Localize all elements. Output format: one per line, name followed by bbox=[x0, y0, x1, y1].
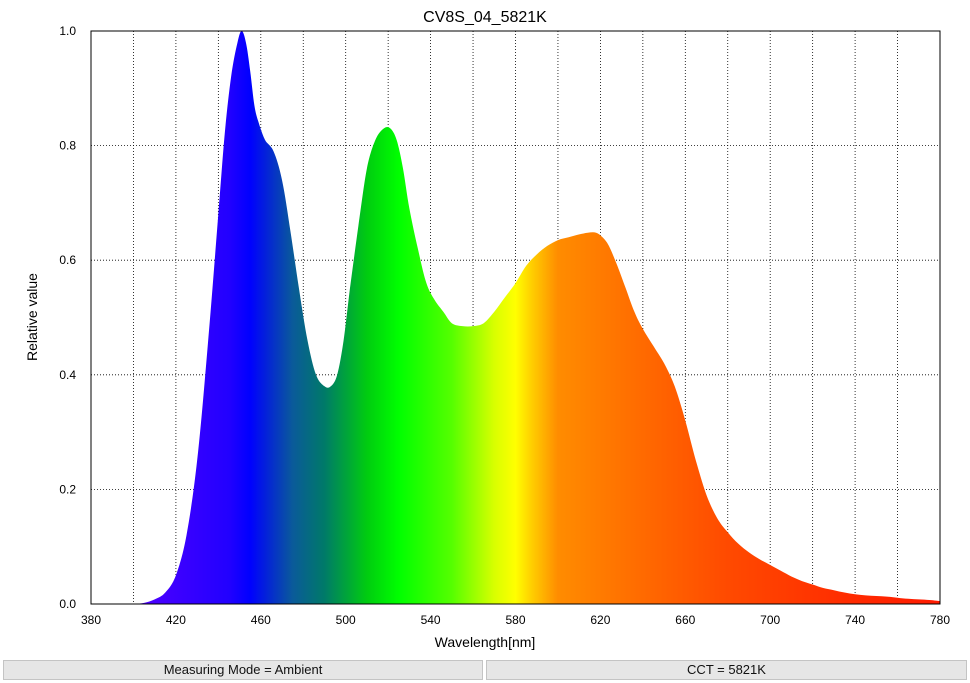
x-tick-label: 500 bbox=[336, 613, 356, 627]
spectrum-chart: CV8S_04_5821K 380 420 460 500 540 580 620 660 70… bbox=[24, 9, 950, 650]
y-tick-label: 1.0 bbox=[59, 24, 76, 38]
x-tick-label: 540 bbox=[421, 613, 441, 627]
x-axis-title: Wavelength[nm] bbox=[435, 634, 536, 650]
y-tick-label: 0.6 bbox=[59, 253, 76, 267]
x-tick-label: 740 bbox=[845, 613, 865, 627]
y-tick-labels: 0.0 0.2 0.4 0.6 0.8 1.0 bbox=[59, 24, 76, 611]
status-bar: Measuring Mode = Ambient CCT = 5821K bbox=[0, 657, 970, 683]
x-tick-label: 460 bbox=[251, 613, 271, 627]
spectrum-area bbox=[133, 31, 940, 604]
x-tick-labels: 380 420 460 500 540 580 620 660 700 740 780 bbox=[81, 613, 950, 627]
plot-frame bbox=[90, 30, 941, 605]
x-tick-label: 420 bbox=[166, 613, 186, 627]
x-tick-label: 700 bbox=[760, 613, 780, 627]
y-tick-label: 0.8 bbox=[59, 139, 76, 153]
y-tick-label: 0.2 bbox=[59, 482, 76, 496]
chart-title: CV8S_04_5821K bbox=[423, 9, 547, 26]
x-tick-label: 620 bbox=[590, 613, 610, 627]
y-tick-label: 0.4 bbox=[59, 368, 76, 382]
x-tick-label: 580 bbox=[505, 613, 525, 627]
x-tick-label: 780 bbox=[930, 613, 950, 627]
measuring-mode-status: Measuring Mode = Ambient bbox=[3, 660, 483, 680]
x-tick-label: 660 bbox=[675, 613, 695, 627]
x-tick-label: 380 bbox=[81, 613, 101, 627]
y-axis-title: Relative value bbox=[24, 273, 40, 361]
y-tick-label: 0.0 bbox=[59, 597, 76, 611]
cct-status: CCT = 5821K bbox=[486, 660, 967, 680]
